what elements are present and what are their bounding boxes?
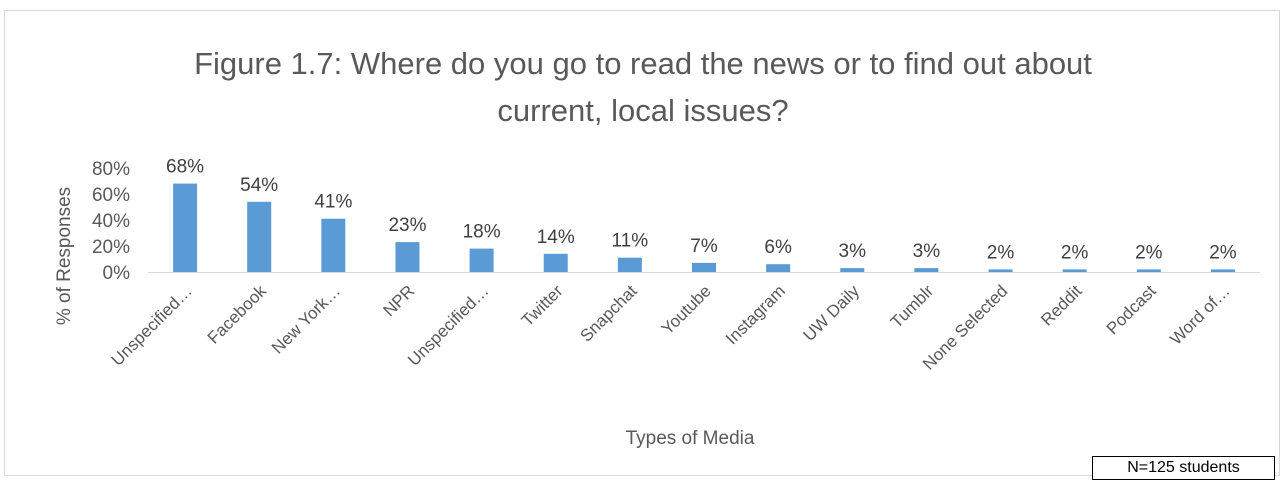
y-tick-label: 20% <box>92 237 130 258</box>
bars <box>173 183 1235 272</box>
data-label: 18% <box>463 222 501 243</box>
bar <box>914 268 939 272</box>
data-label: 2% <box>1209 242 1237 263</box>
y-axis: 0% 20% 40% 60% 80% <box>92 159 130 284</box>
x-tick-label: Youtube <box>658 281 715 338</box>
chart-title-line-1: Figure 1.7: Where do you go to read the … <box>194 46 1092 81</box>
bar <box>692 262 716 272</box>
bar <box>840 268 865 272</box>
y-tick-label: 80% <box>92 159 130 180</box>
chart-title-line-2: current, local issues? <box>497 93 788 128</box>
x-tick-label: Snapchat <box>576 281 640 345</box>
data-label: 68% <box>166 157 204 178</box>
x-tick-label: Facebook <box>204 281 271 348</box>
data-label: 14% <box>537 227 575 248</box>
bar <box>321 218 346 272</box>
y-tick-label: 40% <box>92 211 130 232</box>
chart-frame <box>4 10 1280 476</box>
sample-size-note: N=125 students <box>1092 456 1275 480</box>
data-label: 11% <box>612 231 649 252</box>
x-tick-label: UW Daily <box>800 281 864 345</box>
bar <box>543 253 568 272</box>
x-tick-label: New York… <box>268 281 344 357</box>
bar <box>1136 269 1161 272</box>
y-tick-label: 60% <box>92 185 130 206</box>
x-tick-label: Unspecified… <box>108 281 196 369</box>
bar <box>988 269 1013 272</box>
data-label: 2% <box>1135 242 1163 263</box>
data-label: 2% <box>1061 242 1089 263</box>
data-label: 41% <box>314 192 352 213</box>
data-label: 7% <box>690 236 718 257</box>
x-tick-label: NPR <box>379 281 418 320</box>
bar <box>469 248 494 272</box>
data-label: 2% <box>987 242 1015 263</box>
bar <box>766 264 791 272</box>
data-label: 54% <box>240 175 278 196</box>
bar <box>1062 269 1087 272</box>
y-tick-label: 0% <box>103 263 131 284</box>
x-tick-label: Word of… <box>1166 281 1233 348</box>
x-tick-label: Instagram <box>722 281 789 348</box>
data-label: 3% <box>839 241 867 262</box>
y-axis-title: % of Responses <box>54 187 75 325</box>
bar <box>173 183 198 272</box>
x-tick-label: Reddit <box>1037 281 1085 329</box>
x-tick-label: Tumblr <box>887 281 938 332</box>
bar <box>617 257 642 272</box>
data-label: 23% <box>388 215 426 236</box>
data-label: 6% <box>764 237 792 258</box>
x-axis-title: Types of Media <box>626 428 755 449</box>
bar <box>395 242 420 272</box>
bar <box>1210 269 1235 272</box>
x-tick-label: Podcast <box>1103 281 1160 338</box>
x-tick-label: Twitter <box>518 281 567 330</box>
data-label: 3% <box>913 241 941 262</box>
bar <box>247 201 272 272</box>
data-labels: 68% 54% 41% 23% 18% 14% 11% 7% 6% 3% 3% 2% 2% 2% 2% <box>166 157 1237 264</box>
